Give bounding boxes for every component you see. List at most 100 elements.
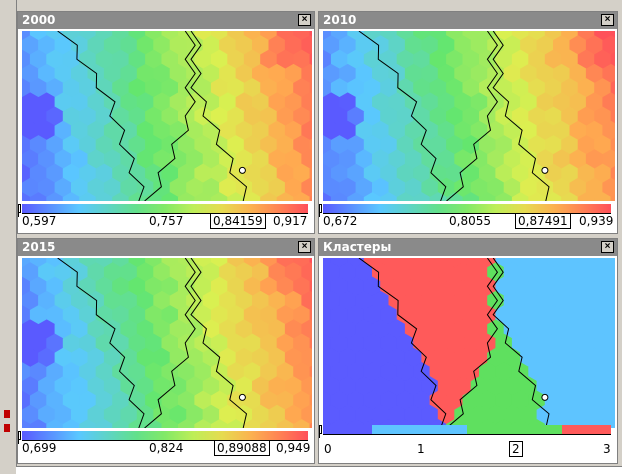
hex-cell: [38, 120, 56, 141]
hex-cell: [536, 347, 554, 368]
hex-cell: [194, 305, 212, 325]
close-icon[interactable]: ×: [601, 241, 614, 253]
hex-cell: [136, 262, 154, 283]
som-heatmap[interactable]: [323, 31, 615, 201]
close-icon[interactable]: ×: [298, 241, 311, 253]
hex-cell: [577, 106, 595, 127]
hex-cell: [470, 92, 488, 113]
hex-cell: [594, 276, 612, 297]
hex-cell: [528, 31, 546, 41]
scale-tick: [18, 213, 19, 217]
hex-cell: [536, 404, 554, 425]
scale-axis-line: [323, 434, 611, 435]
hex-cell: [268, 177, 286, 198]
hex-cell: [95, 390, 113, 411]
hex-cell: [528, 135, 546, 155]
hex-cell: [210, 78, 228, 98]
hex-cell: [437, 149, 455, 170]
splitter-handle[interactable]: [4, 424, 10, 432]
scale-value-marker[interactable]: [18, 431, 21, 440]
som-heatmap[interactable]: [22, 31, 312, 201]
hex-cell: [396, 333, 414, 354]
hex-cell: [388, 120, 406, 141]
hex-cell: [243, 258, 261, 268]
hex-cell: [330, 106, 348, 127]
hex-cell: [22, 390, 31, 411]
hex-cell: [404, 149, 423, 170]
hex-cell: [429, 390, 447, 411]
hex-cell: [284, 63, 303, 84]
hex-cell: [495, 78, 513, 98]
hex-cell: [561, 258, 579, 268]
hex-cell: [22, 362, 31, 382]
hex-cell: [268, 149, 286, 170]
som-clusters-panel[interactable]: Кластеры × 0 1 2 3: [318, 238, 618, 464]
hex-cell: [95, 135, 113, 155]
hex-cell: [503, 404, 521, 425]
hex-cell: [347, 163, 365, 184]
cluster-map[interactable]: [323, 258, 615, 428]
splitter-handle[interactable]: [4, 410, 10, 418]
hex-cell: [22, 177, 39, 198]
hex-cell: [62, 362, 80, 382]
hex-cell: [347, 258, 365, 268]
hex-cell: [210, 419, 228, 428]
hex-cell: [112, 49, 130, 70]
som-map-panel-2015[interactable]: 2015 × 0,699 0,824 0,89088 0,949: [17, 238, 315, 464]
hex-cell: [585, 63, 604, 84]
hex-cell: [169, 63, 187, 84]
hex-cell: [553, 35, 571, 56]
hex-cell: [22, 78, 31, 98]
scale-tick: [18, 440, 19, 444]
hex-cell: [511, 106, 529, 127]
hex-cell: [103, 63, 122, 84]
hex-cell: [585, 319, 604, 340]
hex-cell: [128, 106, 146, 127]
hex-cell: [22, 192, 31, 201]
close-icon[interactable]: ×: [601, 14, 614, 26]
hex-cell: [569, 35, 587, 56]
hex-cell: [202, 149, 220, 170]
hex-cell: [372, 35, 390, 56]
hex-cell: [544, 49, 562, 70]
hex-cell: [594, 163, 612, 184]
hex-cell: [544, 333, 562, 354]
hex-cell: [528, 333, 546, 354]
hex-cell: [602, 347, 615, 368]
scale-value-marker[interactable]: [319, 425, 322, 434]
scale-value-marker[interactable]: [18, 204, 21, 213]
close-icon[interactable]: ×: [298, 14, 311, 26]
hex-cell: [153, 376, 171, 397]
hex-cell: [87, 149, 105, 170]
hex-cell: [421, 347, 439, 368]
som-map-panel-2000[interactable]: 2000 × 0,597 0,757 0,84159 0,917: [17, 11, 315, 234]
hex-cell: [235, 35, 253, 56]
hex-cell: [153, 262, 171, 283]
hex-cell: [569, 319, 587, 340]
hex-cell: [437, 290, 455, 311]
hex-cell: [339, 376, 357, 397]
hex-cell: [38, 149, 56, 170]
hex-cell: [235, 120, 253, 141]
hex-cell: [372, 63, 390, 84]
scale-value-marker[interactable]: [319, 204, 322, 213]
hex-cell: [528, 78, 546, 98]
hex-cell: [202, 120, 220, 141]
hex-cell: [429, 333, 447, 354]
hex-cell: [446, 163, 464, 184]
hex-cell: [553, 376, 571, 397]
hex-cell: [22, 149, 39, 170]
hex-cell: [561, 276, 579, 297]
hex-cell: [323, 319, 340, 340]
som-map-panel-2010[interactable]: 2010 × 0,672 0,8055 0,87491 0,939: [318, 11, 618, 234]
hex-cell: [462, 276, 480, 297]
hex-cell: [71, 404, 89, 425]
scale-tick: [319, 213, 320, 217]
som-heatmap[interactable]: [22, 258, 312, 428]
hex-cell: [276, 49, 294, 70]
hex-cell: [178, 258, 196, 268]
scale-min-label: 0,672: [323, 214, 358, 228]
hex-cell: [112, 305, 130, 325]
hex-cell: [103, 120, 122, 141]
hex-cell: [470, 319, 488, 340]
